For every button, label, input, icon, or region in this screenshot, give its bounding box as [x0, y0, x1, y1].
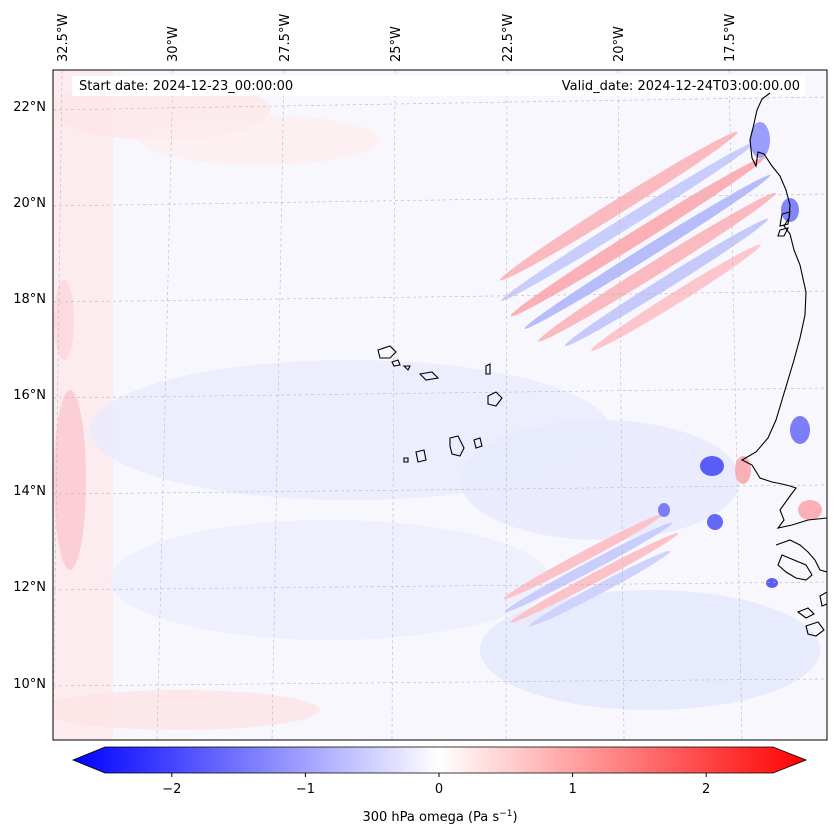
lat-label-16n: 16°N: [13, 388, 46, 403]
lat-label-18n: 18°N: [13, 292, 46, 307]
graticule: [53, 70, 827, 740]
cape-verde-islands: [377, 345, 503, 463]
header-band: [72, 76, 805, 96]
lon-label-20w: 20°W: [612, 26, 627, 62]
lat-label-10n: 10°N: [13, 677, 46, 692]
lon-label-27-5w: 27.5°W: [278, 14, 293, 62]
longitude-labels: 32.5°W 30°W 27.5°W 25°W 22.5°W 20°W 17.5…: [56, 14, 738, 62]
lat-label-22n: 22°N: [13, 100, 46, 115]
colorbar-ticks: −2 −1 0 1 2: [162, 773, 710, 797]
lat-label-14n: 14°N: [13, 484, 46, 499]
colorbar-tick-label-1: 1: [568, 782, 576, 797]
colorbar-bar: [71, 746, 808, 774]
valid-date-label: Valid_date: 2024-12-24T03:00:00.00: [562, 79, 800, 94]
colorbar: −2 −1 0 1 2 300 hPa omega (Pa s−1): [71, 746, 808, 825]
lon-label-22-5w: 22.5°W: [501, 14, 516, 62]
lat-label-12n: 12°N: [13, 580, 46, 595]
lon-label-17-5w: 17.5°W: [723, 14, 738, 62]
start-date-label: Start date: 2024-12-23_00:00:00: [79, 79, 293, 94]
map-panel: Start date: 2024-12-23_00:00:00 Valid_da…: [53, 70, 827, 740]
coastline: [740, 92, 827, 637]
map-frame: [52, 69, 828, 741]
lat-label-20n: 20°N: [13, 196, 46, 211]
lon-label-30w: 30°W: [166, 26, 181, 62]
omega-field: [53, 70, 822, 740]
colorbar-label: 300 hPa omega (Pa s−1): [362, 809, 517, 825]
colorbar-tick-label-m1: −1: [296, 782, 315, 797]
lon-label-25w: 25°W: [389, 26, 404, 62]
lon-label-32-5w: 32.5°W: [56, 14, 71, 62]
colorbar-tick-label-m2: −2: [162, 782, 181, 797]
latitude-labels: 22°N 20°N 18°N 16°N 14°N 12°N 10°N: [13, 100, 46, 692]
colorbar-tick-label-0: 0: [435, 782, 443, 797]
colorbar-tick-label-2: 2: [702, 782, 710, 797]
